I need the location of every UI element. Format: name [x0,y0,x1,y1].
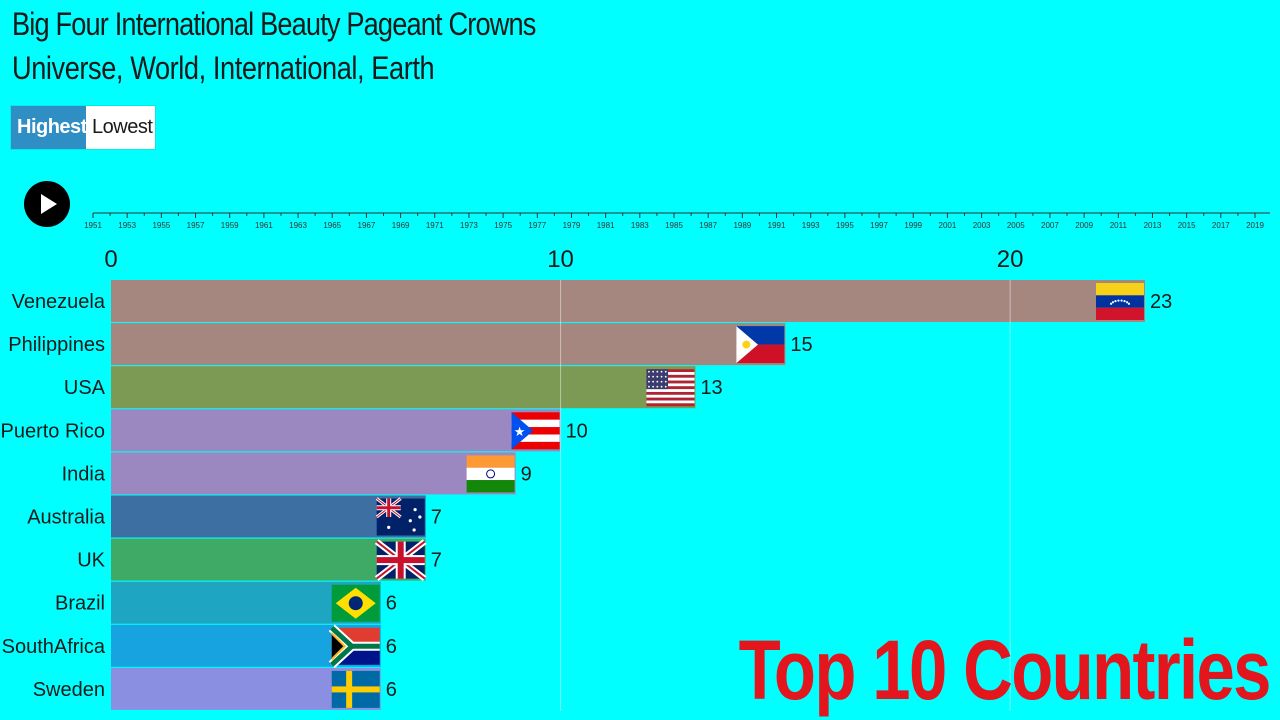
sort-toggle: Highest Lowest [11,106,155,149]
flag-icon [374,539,427,581]
bar [111,366,696,409]
category-label: UK [77,550,105,572]
lowest-button[interactable]: Lowest [86,106,155,149]
timeline-year-label: 1977 [528,221,546,230]
timeline-year-label: 2009 [1075,221,1093,230]
play-icon [41,194,57,214]
flag-icon [331,670,380,708]
year-timeline-slider[interactable]: 1951 1953 1955 1957 1959 1961 1963 1965 1967 1969… [0,195,1280,235]
timeline-year-label: 1955 [152,221,170,230]
timeline-year-label: 1983 [631,221,649,230]
flag-icon: ★ [511,412,560,450]
flag-icon [736,326,785,364]
value-label: 23 [1150,291,1172,313]
timeline-year-label: 1965 [323,221,341,230]
x-tick-label: 20 [997,246,1024,273]
category-label: Philippines [8,334,105,356]
timeline-year-label: 2017 [1212,221,1230,230]
timeline-year-label: 1969 [392,221,410,230]
flag-icon [466,455,515,493]
timeline-year-label: 1973 [460,221,478,230]
bar-chart: 0 10 20 Venezuela 23 Philippines 15 USA 13 ★ Puert… [1,246,1172,711]
timeline-year-label: 1953 [118,221,136,230]
value-label: 10 [566,420,588,442]
timeline-year-label: 1963 [289,221,307,230]
watermark-text: Top 10 Countries [738,623,1272,717]
timeline-year-label: 2005 [1007,221,1025,230]
timeline-year-label: 1967 [358,221,376,230]
flag-icon [375,497,425,536]
category-label: India [62,463,106,485]
timeline-year-label: 1987 [699,221,717,230]
timeline-year-label: 1961 [255,221,273,230]
timeline-year-label: 1971 [426,221,444,230]
timeline-year-label: 1999 [904,221,922,230]
value-label: 15 [790,334,812,356]
value-label: 9 [521,463,532,485]
timeline-year-label: 1993 [802,221,820,230]
timeline-year-label: 1997 [870,221,888,230]
play-button[interactable] [24,181,70,227]
value-label: 6 [386,636,397,658]
category-label: Australia [27,507,106,529]
timeline-year-label: 1959 [221,221,239,230]
flag-icon [331,584,380,622]
timeline-year-label: 1979 [563,221,581,230]
timeline-year-label: 2001 [939,221,957,230]
timeline-year-label: 1951 [84,221,102,230]
bar [111,452,516,495]
x-tick-label: 0 [104,246,117,273]
flag-icon [328,624,380,669]
value-label: 7 [431,550,442,572]
chart-subtitle: Universe, World, International, Earth [12,50,435,86]
timeline-year-label: 2007 [1041,221,1059,230]
category-label: SouthAfrica [2,636,106,658]
timeline-year-label: 1985 [665,221,683,230]
timeline-year-label: 1975 [494,221,512,230]
timeline-year-label: 1989 [733,221,751,230]
bar [111,538,426,581]
category-label: Brazil [55,593,105,615]
category-label: USA [64,377,106,399]
category-label: Venezuela [12,291,106,313]
bar [111,280,1146,322]
value-label: 13 [700,377,722,399]
timeline-year-label: 2003 [973,221,991,230]
timeline-year-label: 2011 [1110,221,1128,230]
flag-icon [646,369,695,407]
timeline-year-label: 1991 [768,221,786,230]
timeline-year-label: 2015 [1178,221,1196,230]
timeline-year-label: 1957 [187,221,205,230]
value-label: 7 [431,507,442,529]
timeline-year-label: 1981 [597,221,615,230]
bar [111,495,426,538]
bar [111,409,561,452]
chart-title: Big Four International Beauty Pageant Cr… [12,6,536,42]
x-tick-label: 10 [547,246,574,273]
highest-button[interactable]: Highest [11,106,87,149]
category-label: Puerto Rico [1,420,106,442]
timeline-year-label: 2013 [1144,221,1162,230]
flag-icon [1096,283,1145,320]
timeline-year-label: 2019 [1246,221,1264,230]
category-label: Sweden [33,679,105,701]
svg-text:★: ★ [514,425,526,440]
value-label: 6 [386,679,397,701]
timeline-year-label: 1995 [836,221,854,230]
bar [111,323,786,366]
value-label: 6 [386,593,397,615]
